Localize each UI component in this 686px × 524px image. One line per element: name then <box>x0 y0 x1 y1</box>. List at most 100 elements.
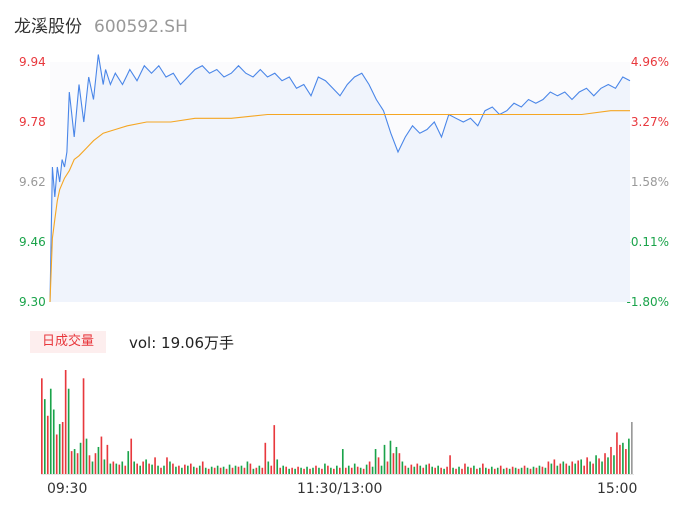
volume-bar <box>464 463 466 474</box>
volume-bar <box>631 422 633 474</box>
volume-bar <box>401 461 404 474</box>
y-right-tick-1: 3.27% <box>630 115 669 129</box>
volume-bar <box>106 444 109 474</box>
volume-bar <box>228 464 231 474</box>
volume-bar <box>407 467 410 474</box>
volume-bar <box>82 378 85 474</box>
volume-bar <box>610 446 612 474</box>
volume-bar <box>628 438 630 474</box>
volume-bar <box>273 425 276 474</box>
volume-bar <box>70 451 73 474</box>
volume-bar <box>598 458 600 474</box>
volume-bar <box>499 465 502 474</box>
volume-bar <box>443 468 445 474</box>
volume-bar <box>291 467 293 474</box>
volume-bar <box>41 378 43 474</box>
volume-bar <box>395 446 398 474</box>
volume-bar <box>511 466 514 474</box>
volume-bar <box>562 461 565 474</box>
volume-bar <box>49 388 52 474</box>
volume-bar <box>601 461 603 474</box>
volume-bar <box>58 424 61 474</box>
volume-bar <box>79 442 82 474</box>
volume-bar <box>219 467 222 474</box>
volume-bar <box>449 455 451 474</box>
volume-bar <box>315 465 317 474</box>
volume-bar <box>330 467 332 474</box>
volume-bar <box>112 461 115 474</box>
volume-bar <box>535 467 538 474</box>
volume-bar <box>297 466 299 474</box>
y-left-tick-3: 9.46 <box>19 235 46 249</box>
volume-bar <box>374 449 377 474</box>
volume-bar <box>252 468 255 474</box>
volume-bar <box>338 467 341 474</box>
volume-bar <box>583 465 585 474</box>
y-left-tick-2: 9.62 <box>19 175 46 189</box>
volume-bar <box>97 446 100 474</box>
volume-bar <box>482 463 484 474</box>
volume-bar <box>166 457 168 474</box>
volume-bar <box>148 463 150 474</box>
volume-bar <box>413 466 416 474</box>
price-line <box>49 54 631 303</box>
volume-bar <box>240 465 243 474</box>
volume-bar <box>452 467 454 474</box>
volume-bar <box>541 466 544 474</box>
volume-bar <box>359 467 362 474</box>
volume-bar <box>258 465 261 474</box>
volume-bar <box>336 465 338 474</box>
volume-bar <box>589 461 591 474</box>
volume-bar <box>321 468 323 474</box>
x-tick-open: 09:30 <box>47 481 88 497</box>
volume-bar <box>91 461 94 474</box>
volume-bar <box>198 465 201 474</box>
volume-bar <box>604 453 606 474</box>
volume-bar <box>204 467 207 474</box>
volume-bar <box>94 453 97 474</box>
volume-bar <box>496 467 499 474</box>
volume-bar <box>67 388 70 474</box>
volume-bar <box>139 465 141 474</box>
volume-bar <box>556 465 559 474</box>
volume-bar <box>184 464 186 474</box>
volume-bar <box>210 466 213 474</box>
volume-bar <box>61 422 64 474</box>
volume-bar <box>476 468 478 474</box>
volume-bar <box>425 464 428 474</box>
volume-bar <box>431 466 434 474</box>
volume-bar <box>502 468 505 474</box>
volume-bar <box>461 468 463 474</box>
volume-bar <box>467 466 469 474</box>
y-right-tick-3: -0.11% <box>626 235 669 249</box>
volume-bar <box>619 444 621 474</box>
volume-bar <box>169 461 171 474</box>
volume-bar <box>157 465 159 474</box>
volume-total: vol: 19.06万手 <box>129 334 234 352</box>
volume-bar <box>234 465 237 474</box>
volume-bar <box>279 467 282 474</box>
stock-code: 600592.SH <box>94 17 188 37</box>
volume-bar <box>410 464 413 474</box>
volume-bar <box>163 465 165 474</box>
volume-bar <box>145 459 147 474</box>
volume-bar <box>341 449 344 474</box>
volume-bar <box>383 444 386 474</box>
volume-bar <box>470 467 472 474</box>
volume-bar <box>446 466 448 474</box>
volume-bar <box>544 467 547 474</box>
volume-bar <box>255 467 258 474</box>
volume-bar <box>437 465 439 474</box>
volume-bar <box>187 465 189 474</box>
volume-bar <box>479 467 481 474</box>
volume-bar <box>261 467 264 474</box>
volume-bar <box>175 466 177 474</box>
volume-bar <box>347 465 350 474</box>
volume-bar <box>55 434 58 474</box>
x-tick-midday: 11:30/13:00 <box>297 481 383 497</box>
volume-bar <box>300 467 302 474</box>
volume-bar <box>574 463 577 474</box>
volume-bar <box>43 399 46 474</box>
volume-bar <box>404 465 407 474</box>
y-right-tick-0: 4.96% <box>630 55 669 69</box>
